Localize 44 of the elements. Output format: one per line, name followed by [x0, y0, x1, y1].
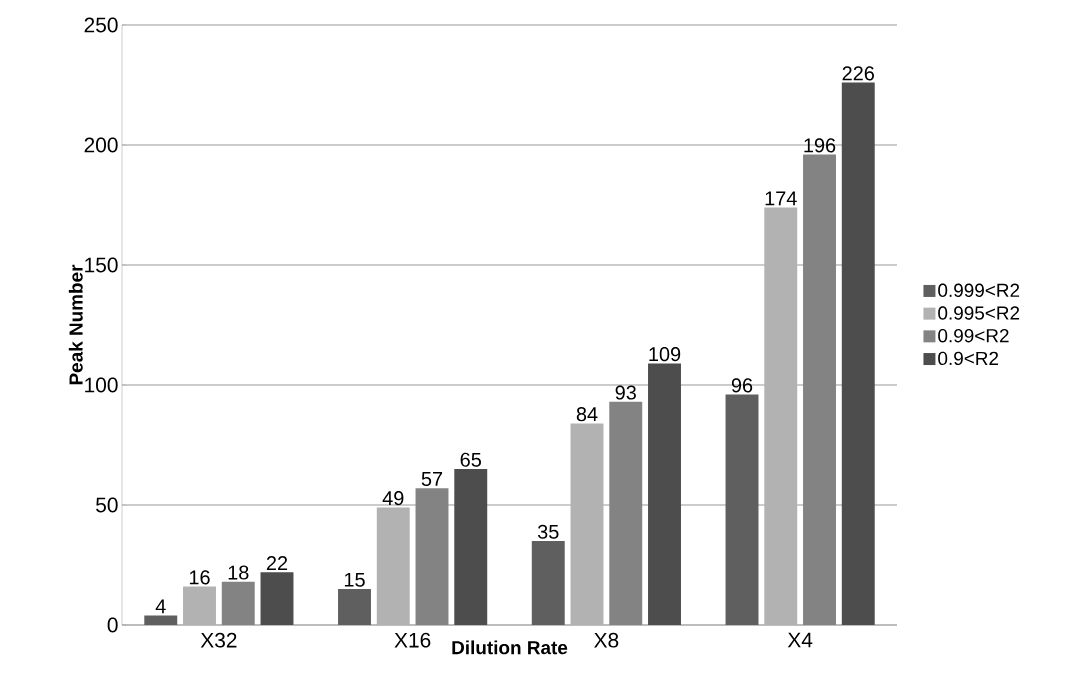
- y-tick-label: 200: [84, 137, 118, 153]
- y-tick-label: 150: [85, 257, 118, 273]
- data-label: 16: [189, 570, 210, 585]
- x-tick-label: X16: [394, 632, 431, 648]
- bar: [144, 615, 178, 625]
- bar: [338, 589, 371, 625]
- legend-label: 0.999<R2: [938, 283, 1020, 297]
- data-label: 96: [731, 378, 753, 393]
- bar: [725, 394, 759, 625]
- data-label: 174: [765, 191, 797, 206]
- bar: [376, 507, 410, 625]
- data-label: 35: [537, 524, 559, 539]
- bar: [260, 572, 294, 625]
- data-label: 84: [576, 407, 598, 422]
- x-tick-label: X8: [594, 632, 619, 648]
- data-label: 109: [649, 347, 681, 362]
- data-label: 18: [228, 565, 249, 580]
- data-label: 196: [804, 138, 836, 153]
- data-label: 65: [460, 452, 481, 467]
- data-label: 15: [344, 572, 365, 587]
- x-axis-title: Dilution Rate: [452, 640, 568, 655]
- data-label: 49: [382, 491, 404, 506]
- y-tick-label: 50: [96, 497, 118, 513]
- legend-label: 0.995<R2: [938, 306, 1020, 320]
- x-tick-label: X32: [200, 632, 237, 648]
- bar: [454, 469, 488, 625]
- bar: [648, 363, 681, 625]
- y-tick-label: 0: [107, 617, 118, 633]
- y-tick-label: 100: [85, 377, 118, 393]
- y-tick-label: 250: [84, 17, 118, 33]
- y-axis-title: Peak Number: [68, 264, 83, 385]
- bar: [183, 586, 216, 625]
- data-label: 57: [421, 472, 443, 486]
- data-label: 93: [615, 385, 636, 400]
- data-label: 22: [266, 556, 288, 570]
- data-label: 226: [842, 66, 874, 81]
- bar: [764, 207, 798, 625]
- x-tick-label: X4: [787, 632, 813, 648]
- bar: [570, 423, 604, 625]
- legend-label: 0.9<R2: [938, 351, 999, 366]
- legend-label: 0.99<R2: [938, 328, 1009, 343]
- bar: [531, 541, 565, 625]
- data-label: 4: [155, 599, 166, 614]
- bar: [841, 82, 875, 625]
